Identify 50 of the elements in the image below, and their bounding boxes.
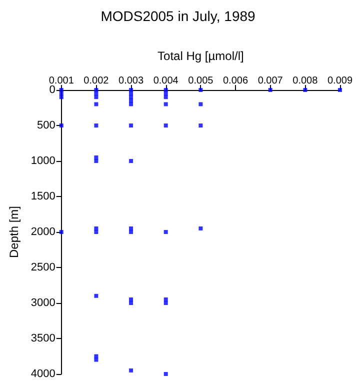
y-tick-label: 3000 [30,297,56,309]
point [129,301,134,305]
point [129,102,134,106]
y-tick-label: 2000 [30,226,56,238]
y-tick-label: 0 [49,84,56,96]
point [59,124,64,128]
x-tick-label: 0.008 [292,76,318,86]
point [129,124,134,128]
x-tick-label: 0.007 [258,76,284,86]
point [164,372,168,376]
point [129,159,134,163]
point [94,230,98,234]
y-tick-label: 4000 [30,368,56,380]
point [59,95,64,100]
point [129,230,134,234]
y-tick-label: 2500 [30,262,56,274]
point [164,95,168,100]
point [94,124,98,128]
point [94,102,98,106]
point [164,124,168,128]
y-tick-label: 3500 [30,332,56,344]
point [94,358,98,362]
x-tick-label: 0.004 [153,76,179,86]
point [198,102,203,106]
point [94,159,98,163]
y-tick-label: 500 [37,120,56,132]
x-axis-title: Total Hg [µmol/l] [158,49,244,63]
point [198,88,203,92]
x-tick-label: 0.003 [118,76,144,86]
point [164,301,168,305]
x-tick-label: 0.009 [327,76,353,86]
point [59,230,64,234]
chart-title: MODS2005 in July, 1989 [100,8,256,24]
point [268,88,272,92]
point [129,368,134,372]
x-tick-label: 0.002 [84,76,110,86]
point [198,124,203,128]
y-tick-label: 1000 [30,155,56,167]
point [198,226,203,230]
point [164,230,168,234]
x-tick-label: 0.006 [223,76,248,86]
x-tick-label: 0.005 [188,76,214,86]
y-axis-title: Depth [m] [7,206,21,258]
point [303,88,308,92]
y-tick-label: 1500 [30,190,56,202]
point [94,95,98,100]
point [338,88,342,92]
point [94,294,98,298]
x-tick-label: 0.001 [48,76,74,86]
point [164,102,168,106]
